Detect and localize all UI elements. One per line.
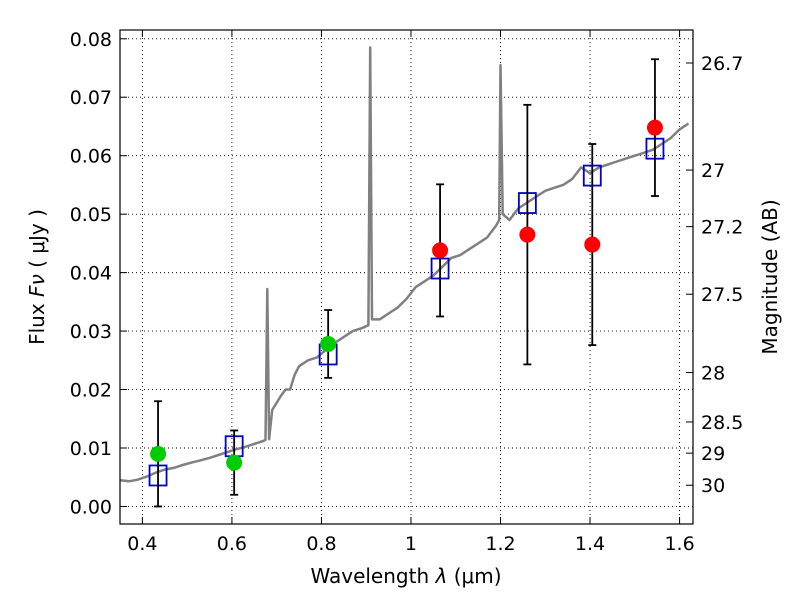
y-tick-label: 0.04 [70, 263, 112, 285]
observed-flux-point [646, 119, 663, 136]
observed-flux-point [226, 454, 243, 471]
y-tick-label: 0.01 [70, 438, 112, 460]
y-tick-label: 0.07 [70, 87, 112, 109]
observed-flux-point [584, 236, 601, 253]
y-tick-label: 0.05 [70, 204, 112, 226]
x-tick-label: 0.4 [127, 533, 157, 555]
x-tick-label: 1.2 [485, 533, 515, 555]
x-axis-label: Wavelength λ (μm) [310, 564, 501, 588]
x-tick-label: 1.6 [664, 533, 694, 555]
observed-flux-point [320, 335, 337, 352]
x-tick-label: 0.6 [217, 533, 247, 555]
y-tick-label: 0.06 [70, 146, 112, 168]
axis-ticks: 0.4 0.6 0.8 1 1.2 1.4 1.6 0.00 0.01 0.02 0.03 0.04 0… [70, 29, 744, 555]
observed-flux-point [150, 445, 167, 462]
observed-flux-point [519, 226, 536, 243]
plot-frame [119, 29, 694, 525]
y-tick-label: 0.08 [70, 29, 112, 51]
magnitude-tick-label: 27 [701, 160, 725, 182]
magnitude-tick-label: 27.5 [701, 284, 743, 306]
x-tick-label: 1.4 [575, 533, 605, 555]
magnitude-axis-label: Magnitude (AB) [758, 199, 782, 354]
magnitude-tick-label: 29 [701, 443, 725, 465]
model-spectrum-line [120, 46, 690, 483]
magnitude-tick-label: 27.2 [701, 217, 743, 239]
observed-flux-point [432, 242, 449, 259]
magnitude-tick-label: 30 [701, 475, 725, 497]
y-tick-label: 0.00 [70, 496, 112, 518]
y-axis-label: Flux Fν ( μJy ) [25, 209, 49, 345]
y-tick-label: 0.03 [70, 321, 112, 343]
y-tick-label: 0.02 [70, 380, 112, 402]
magnitude-tick-label: 28 [701, 363, 725, 385]
magnitude-tick-label: 26.7 [701, 53, 743, 75]
x-tick-label: 1 [405, 533, 417, 555]
magnitude-tick-label: 28.5 [701, 412, 743, 434]
grid-lines [120, 30, 693, 524]
x-tick-label: 0.8 [306, 533, 336, 555]
plot-area [120, 46, 690, 508]
